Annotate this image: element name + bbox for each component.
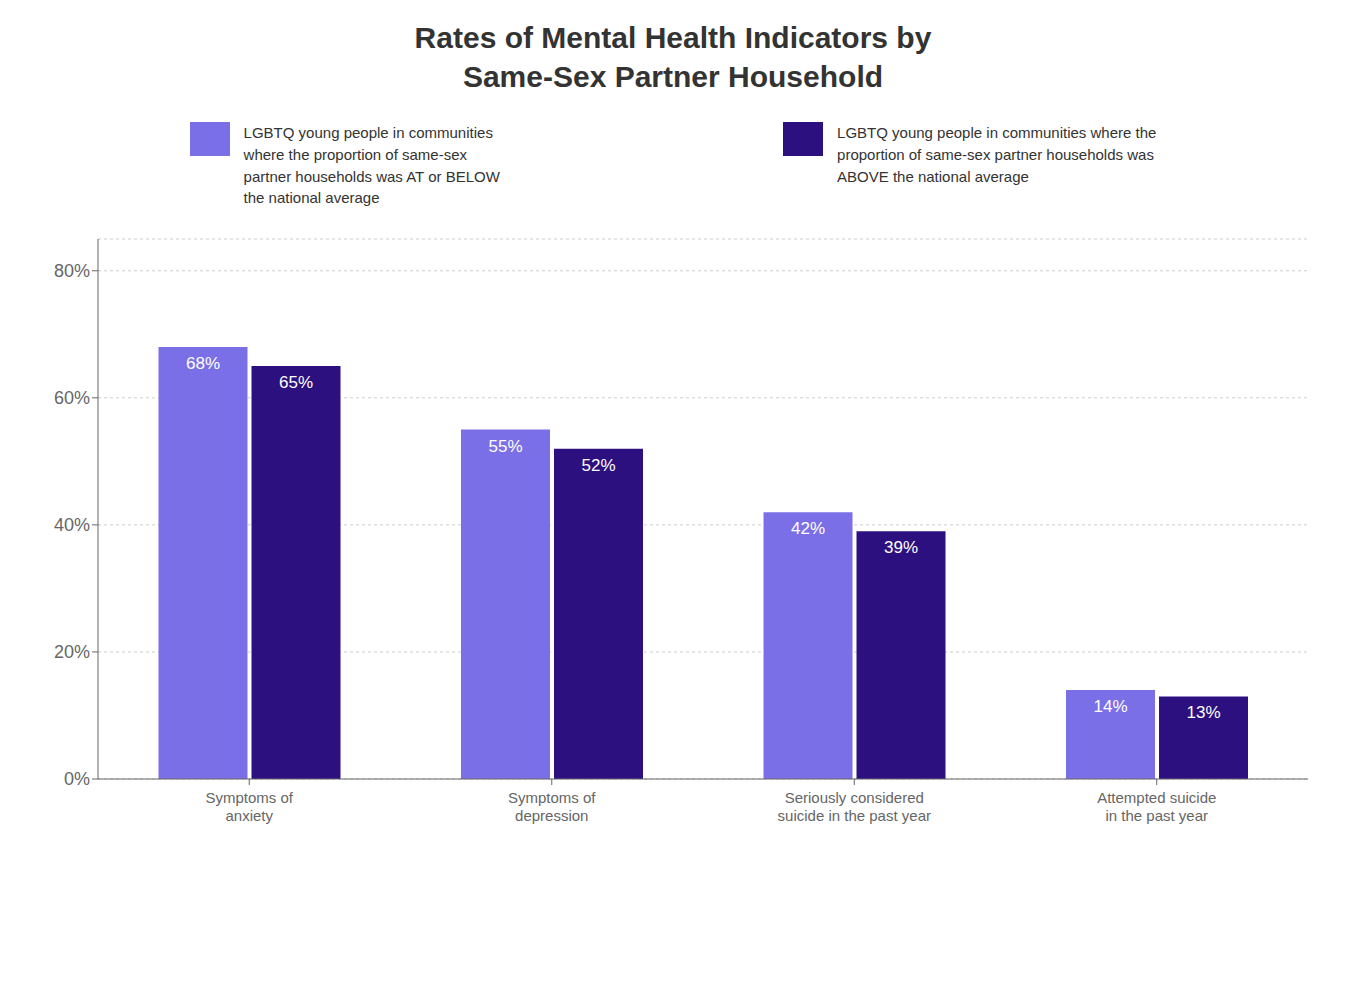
svg-text:40%: 40% [54,515,90,535]
svg-text:42%: 42% [791,519,825,538]
svg-text:13%: 13% [1186,703,1220,722]
svg-text:0%: 0% [64,769,90,789]
svg-text:14%: 14% [1093,697,1127,716]
svg-text:68%: 68% [186,354,220,373]
html-text:LGBTQ young people in communit: LGBTQ young people in communities where … [837,124,1157,185]
svg-text:80%: 80% [54,261,90,281]
html-text:Rates of Mental Health Indicat: Rates of Mental Health Indicators by Sam… [414,21,932,93]
svg-text:52%: 52% [581,456,615,475]
svg-text:20%: 20% [54,642,90,662]
html-text:LGBTQ young people in communit: LGBTQ young people in communities where … [243,124,500,207]
svg-text:Symptoms ofdepression: Symptoms ofdepression [508,789,596,824]
svg-text:Symptoms ofanxiety: Symptoms ofanxiety [205,789,293,824]
svg-text:55%: 55% [488,437,522,456]
svg-text:Seriously consideredsuicide in: Seriously consideredsuicide in the past … [778,789,931,824]
svg-text:39%: 39% [884,538,918,557]
svg-text:65%: 65% [279,373,313,392]
svg-text:Attempted suicidein the past y: Attempted suicidein the past year [1097,789,1216,824]
svg-text:60%: 60% [54,388,90,408]
